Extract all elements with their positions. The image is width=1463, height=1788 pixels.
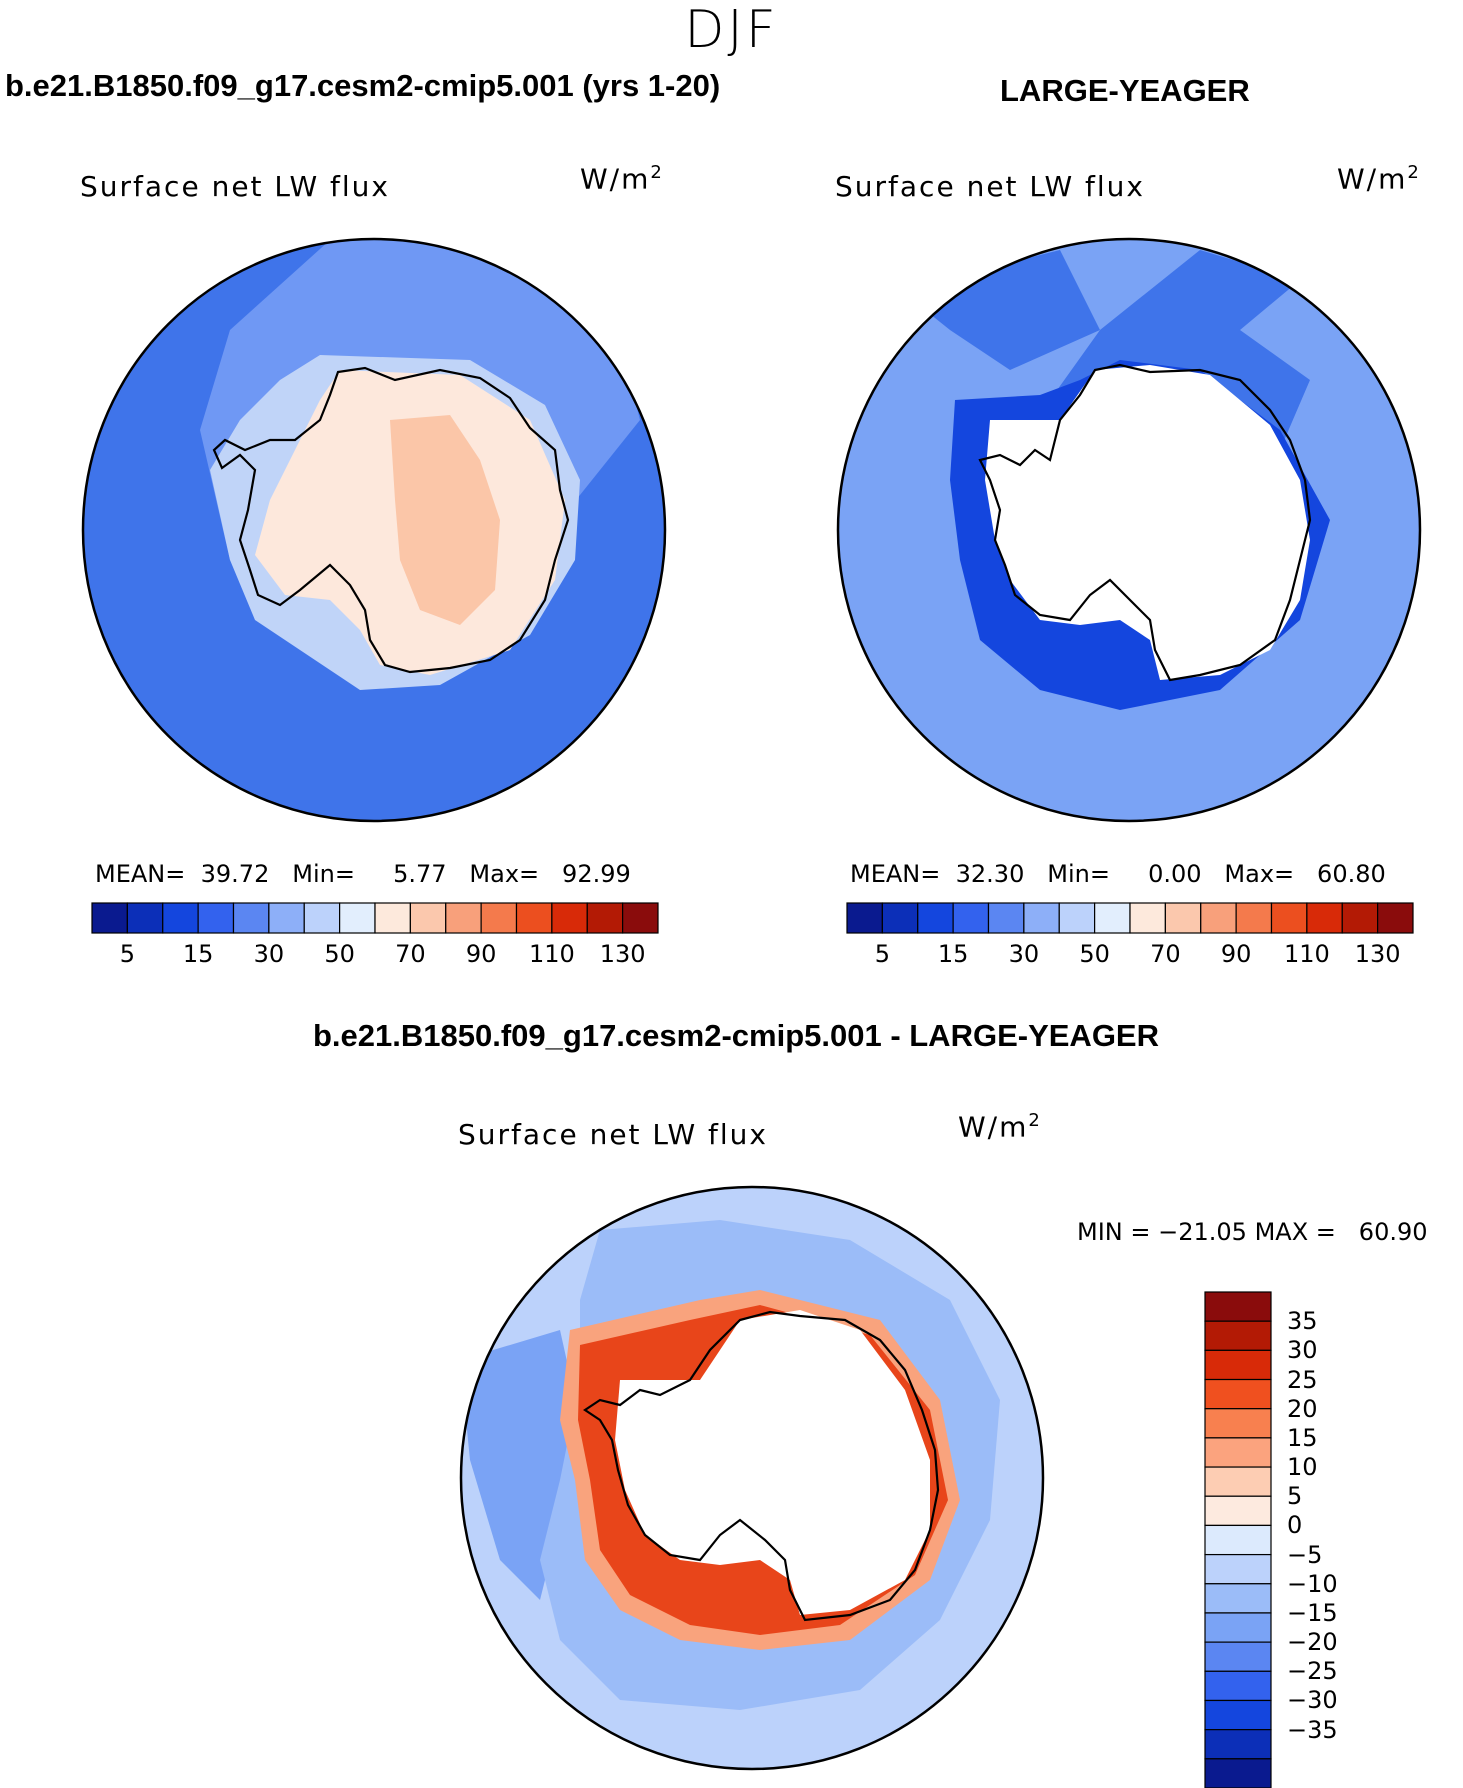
panel1-colorbar-tick-label: 50 xyxy=(324,940,355,968)
panel1-colorbar-swatch xyxy=(126,902,164,934)
difference-colorbar-tick-label: 5 xyxy=(1287,1482,1303,1511)
panel2-colorbar-tick-label: 90 xyxy=(1220,940,1252,968)
panel1-colorbar-tick-label: 90 xyxy=(465,940,497,968)
panel1-colorbar-swatch xyxy=(409,902,447,934)
difference-colorbar-swatch xyxy=(1204,1583,1272,1614)
panel1-colorbar-swatch xyxy=(374,902,411,934)
panel1-colorbar-swatch xyxy=(551,902,588,934)
panel2-colorbar-tick-label: 5 xyxy=(874,940,891,968)
panel2-units: W/m2 xyxy=(1337,162,1421,196)
panel2-colorbar-swatch xyxy=(1094,902,1131,934)
difference-colorbar-swatch xyxy=(1204,1729,1272,1760)
difference-colorbar-swatch xyxy=(1204,1437,1272,1468)
panel1-colorbar-ticks: 5 15 30 50 70 90 110 130 xyxy=(92,940,658,970)
difference-colorbar-swatch xyxy=(1204,1553,1272,1585)
difference-colorbar-swatch xyxy=(1204,1466,1272,1497)
panel2-colorbar-tick-label: 15 xyxy=(937,940,969,968)
panel1-colorbar-swatch xyxy=(91,902,128,934)
difference-colorbar-tick-label: −5 xyxy=(1287,1540,1323,1569)
panel1-colorbar-swatch xyxy=(339,902,376,934)
panel2-colorbar xyxy=(846,902,1414,934)
panel1-colorbar-swatch xyxy=(622,902,659,934)
difference-colorbar-swatch xyxy=(1204,1349,1272,1381)
panel2-colorbar-swatch xyxy=(987,902,1025,934)
panel2-colorbar-tick-label: 70 xyxy=(1150,940,1181,968)
panel1-colorbar-tick-label: 130 xyxy=(599,940,646,968)
panel2-colorbar-swatch xyxy=(1058,902,1096,934)
panel1-field-label: Surface net LW flux xyxy=(80,170,390,203)
difference-colorbar-tick-label: 0 xyxy=(1287,1511,1303,1540)
panel1-colorbar-swatch xyxy=(303,902,341,934)
panel2-colorbar-swatch xyxy=(1129,902,1166,934)
difference-colorbar-swatch xyxy=(1204,1670,1272,1702)
panel2-colorbar-tick-label: 30 xyxy=(1008,940,1040,968)
difference-colorbar-swatch xyxy=(1204,1699,1272,1731)
difference-colorbar-swatch xyxy=(1204,1378,1272,1410)
difference-colorbar-swatch xyxy=(1204,1758,1272,1788)
panel2-case-title: LARGE-YEAGER xyxy=(1000,73,1250,108)
panel1-colorbar-swatch xyxy=(515,902,553,934)
panel2-colorbar-swatch xyxy=(952,902,990,934)
panel2-stats: MEAN= 32.30 Min= 0.00 Max= 60.80 xyxy=(850,860,1386,888)
difference-colorbar-swatch xyxy=(1204,1524,1272,1556)
difference-units: W/m2 xyxy=(958,1110,1042,1144)
difference-colorbar-tick-label: 20 xyxy=(1287,1394,1318,1423)
panel2-colorbar-swatch xyxy=(1200,902,1237,934)
panel1-units: W/m2 xyxy=(580,162,664,196)
difference-colorbar-tick-label: 25 xyxy=(1287,1365,1318,1394)
panel2-colorbar-swatch xyxy=(1164,902,1202,934)
difference-colorbar-ticks: 35 30 25 20 15 10 5 0 −5 −10 −15 −20 −25 −30 −35 xyxy=(1281,1292,1401,1788)
difference-colorbar-tick-label: −25 xyxy=(1287,1657,1338,1686)
panel1-colorbar xyxy=(91,902,659,934)
panel2-colorbar-ticks: 5 15 30 50 70 90 110 130 xyxy=(847,940,1413,970)
figure-title: DJF xyxy=(684,0,779,60)
difference-colorbar-swatch xyxy=(1204,1320,1272,1351)
panel1-colorbar-swatch xyxy=(586,902,624,934)
panel1-colorbar-swatch xyxy=(162,902,199,934)
panel2-colorbar-swatch xyxy=(917,902,954,934)
difference-colorbar-tick-label: −30 xyxy=(1287,1686,1338,1715)
panel1-colorbar-tick-label: 30 xyxy=(253,940,285,968)
panel1-colorbar-swatch xyxy=(268,902,305,934)
panel2-colorbar-swatch xyxy=(1023,902,1060,934)
difference-colorbar-tick-label: −35 xyxy=(1287,1715,1338,1744)
panel1-colorbar-tick-label: 110 xyxy=(528,940,575,968)
panel1-colorbar-swatch xyxy=(445,902,482,934)
panel2-colorbar-tick-label: 50 xyxy=(1079,940,1110,968)
panel2-colorbar-tick-label: 130 xyxy=(1354,940,1401,968)
panel1-colorbar-swatch xyxy=(197,902,235,934)
difference-field-label: Surface net LW flux xyxy=(458,1118,768,1151)
panel2-colorbar-swatch xyxy=(881,902,919,934)
panel2-field-label: Surface net LW flux xyxy=(835,170,1145,203)
panel2-colorbar-swatch xyxy=(1270,902,1308,934)
panel1-colorbar-tick-label: 5 xyxy=(119,940,136,968)
difference-colorbar-tick-label: −15 xyxy=(1287,1598,1338,1627)
panel1-stats: MEAN= 39.72 Min= 5.77 Max= 92.99 xyxy=(95,860,631,888)
panel1-colorbar-swatch xyxy=(480,902,518,934)
difference-colorbar-swatch xyxy=(1204,1408,1272,1439)
difference-colorbar-tick-label: 10 xyxy=(1287,1453,1318,1482)
panel1-case-title: b.e21.B1850.f09_g17.cesm2-cmip5.001 (yrs… xyxy=(5,68,721,103)
panel2-colorbar-swatch xyxy=(1341,902,1379,934)
panel2-colorbar-swatch xyxy=(1377,902,1414,934)
difference-title: b.e21.B1850.f09_g17.cesm2-cmip5.001 - LA… xyxy=(313,1018,1159,1053)
panel2-colorbar-swatch xyxy=(1306,902,1343,934)
difference-colorbar-swatch xyxy=(1204,1612,1272,1643)
panel2-colorbar-tick-label: 110 xyxy=(1283,940,1330,968)
panel1-colorbar-swatch xyxy=(232,902,270,934)
difference-colorbar xyxy=(1204,1291,1272,1788)
difference-colorbar-swatch xyxy=(1204,1495,1272,1527)
difference-colorbar-tick-label: 15 xyxy=(1287,1423,1318,1452)
panel2-colorbar-swatch xyxy=(846,902,883,934)
difference-colorbar-tick-label: −10 xyxy=(1287,1569,1338,1598)
difference-colorbar-swatch xyxy=(1204,1291,1272,1322)
difference-colorbar-swatch xyxy=(1204,1641,1272,1672)
difference-stats: MIN = −21.05 MAX = 60.90 xyxy=(1077,1218,1428,1246)
difference-colorbar-tick-label: 35 xyxy=(1287,1307,1318,1336)
panel1-colorbar-tick-label: 15 xyxy=(182,940,214,968)
panel2-colorbar-swatch xyxy=(1235,902,1273,934)
difference-colorbar-tick-label: −20 xyxy=(1287,1628,1338,1657)
panel1-colorbar-tick-label: 70 xyxy=(395,940,426,968)
difference-colorbar-tick-label: 30 xyxy=(1287,1336,1318,1365)
